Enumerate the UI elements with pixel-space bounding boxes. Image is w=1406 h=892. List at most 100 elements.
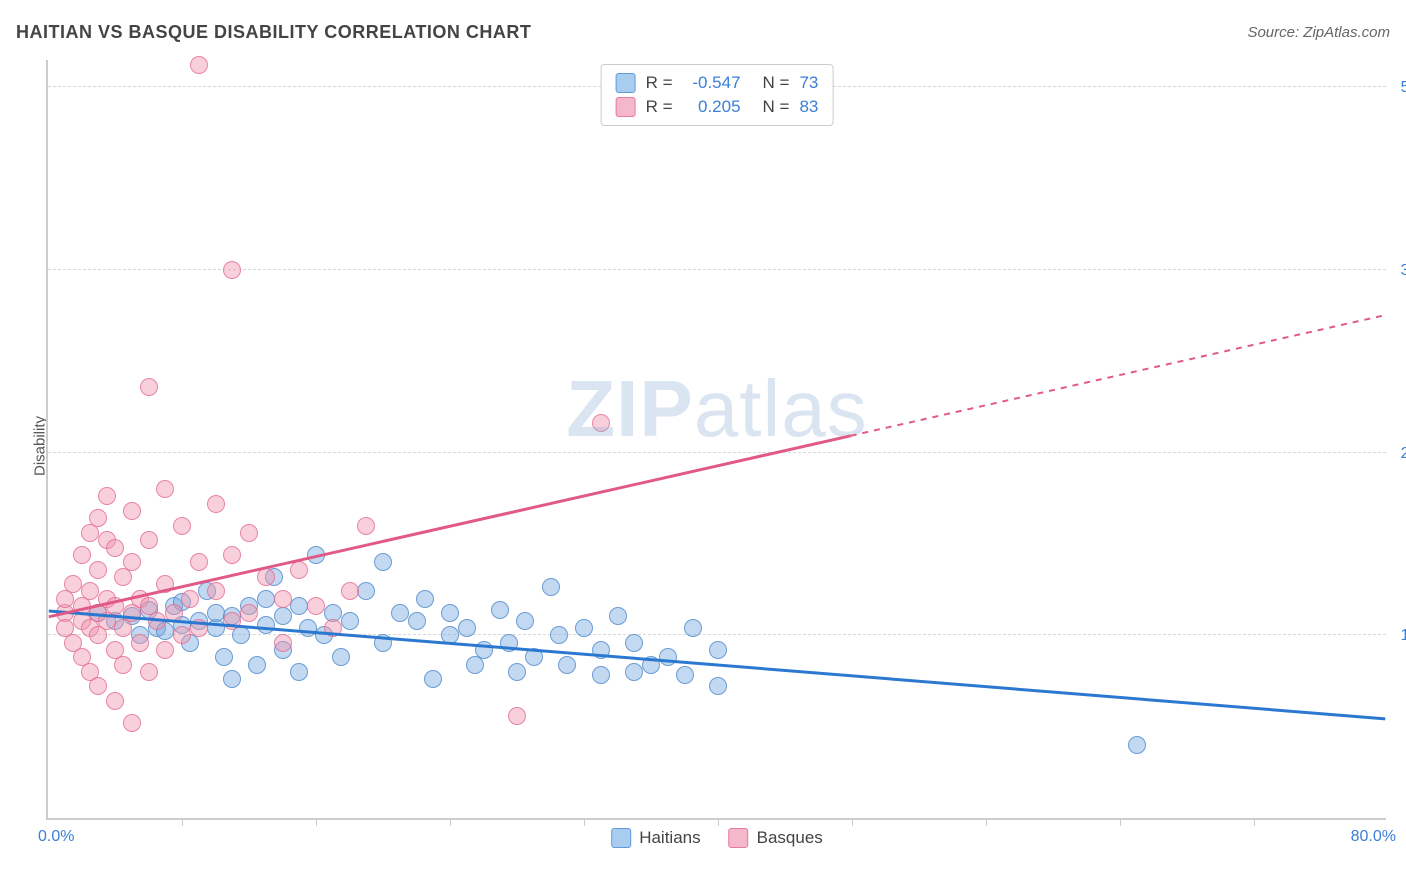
data-point (408, 612, 426, 630)
watermark: ZIPatlas (566, 363, 867, 455)
data-point (64, 575, 82, 593)
trend-overlay (48, 60, 1386, 818)
data-point (684, 619, 702, 637)
data-point (223, 670, 241, 688)
data-point (98, 487, 116, 505)
stat-n-label: N = (763, 73, 790, 93)
data-point (207, 582, 225, 600)
stat-n-value: 83 (799, 97, 818, 117)
x-tick (718, 818, 719, 826)
stat-r-value: 0.205 (683, 97, 741, 117)
data-point (274, 634, 292, 652)
x-tick (584, 818, 585, 826)
data-point (609, 607, 627, 625)
data-point (140, 531, 158, 549)
x-tick (316, 818, 317, 826)
stat-r-label: R = (646, 97, 673, 117)
data-point (625, 634, 643, 652)
data-point (307, 546, 325, 564)
stats-row: R =0.205N =83 (616, 95, 819, 119)
legend-label: Basques (757, 828, 823, 848)
data-point (123, 553, 141, 571)
data-point (525, 648, 543, 666)
y-tick-label: 50.0% (1391, 79, 1406, 97)
data-point (357, 517, 375, 535)
data-point (173, 517, 191, 535)
data-point (148, 612, 166, 630)
stat-r-label: R = (646, 73, 673, 93)
legend-swatch (729, 828, 749, 848)
data-point (500, 634, 518, 652)
data-point (441, 626, 459, 644)
legend-item: Haitians (611, 828, 700, 848)
data-point (659, 648, 677, 666)
data-point (441, 604, 459, 622)
data-point (491, 601, 509, 619)
data-point (181, 590, 199, 608)
data-point (190, 553, 208, 571)
data-point (1128, 736, 1146, 754)
data-point (73, 546, 91, 564)
data-point (508, 707, 526, 725)
data-point (341, 582, 359, 600)
series-legend: Haitians Basques (611, 828, 823, 848)
data-point (592, 641, 610, 659)
chart-source: Source: ZipAtlas.com (1247, 24, 1390, 41)
chart-header: HAITIAN VS BASQUE DISABILITY CORRELATION… (16, 22, 1390, 43)
data-point (709, 641, 727, 659)
x-tick (450, 818, 451, 826)
data-point (106, 597, 124, 615)
data-point (424, 670, 442, 688)
data-point (299, 619, 317, 637)
chart-title: HAITIAN VS BASQUE DISABILITY CORRELATION… (16, 22, 531, 43)
data-point (81, 582, 99, 600)
y-tick-label: 25.0% (1391, 445, 1406, 463)
data-point (558, 656, 576, 674)
data-point (374, 553, 392, 571)
data-point (324, 619, 342, 637)
x-tick (986, 818, 987, 826)
data-point (416, 590, 434, 608)
data-point (542, 578, 560, 596)
data-point (89, 561, 107, 579)
data-point (625, 663, 643, 681)
data-point (458, 619, 476, 637)
data-point (240, 524, 258, 542)
data-point (257, 590, 275, 608)
data-point (508, 663, 526, 681)
data-point (156, 641, 174, 659)
data-point (223, 612, 241, 630)
stat-r-value: -0.547 (683, 73, 741, 93)
data-point (290, 597, 308, 615)
data-point (165, 604, 183, 622)
data-point (357, 582, 375, 600)
data-point (332, 648, 350, 666)
data-point (156, 480, 174, 498)
y-tick-label: 12.5% (1391, 627, 1406, 645)
data-point (257, 568, 275, 586)
grid-line (48, 452, 1386, 453)
data-point (575, 619, 593, 637)
data-point (123, 502, 141, 520)
x-tick (852, 818, 853, 826)
data-point (89, 677, 107, 695)
x-origin-label: 0.0% (38, 828, 74, 846)
data-point (516, 612, 534, 630)
data-point (391, 604, 409, 622)
data-point (114, 656, 132, 674)
legend-label: Haitians (639, 828, 700, 848)
data-point (131, 634, 149, 652)
data-point (123, 714, 141, 732)
data-point (274, 590, 292, 608)
grid-line (48, 269, 1386, 270)
data-point (207, 604, 225, 622)
data-point (290, 663, 308, 681)
data-point (290, 561, 308, 579)
data-point (257, 616, 275, 634)
data-point (140, 378, 158, 396)
legend-swatch (611, 828, 631, 848)
series-swatch (616, 73, 636, 93)
x-tick (1254, 818, 1255, 826)
data-point (676, 666, 694, 684)
stat-n-value: 73 (799, 73, 818, 93)
